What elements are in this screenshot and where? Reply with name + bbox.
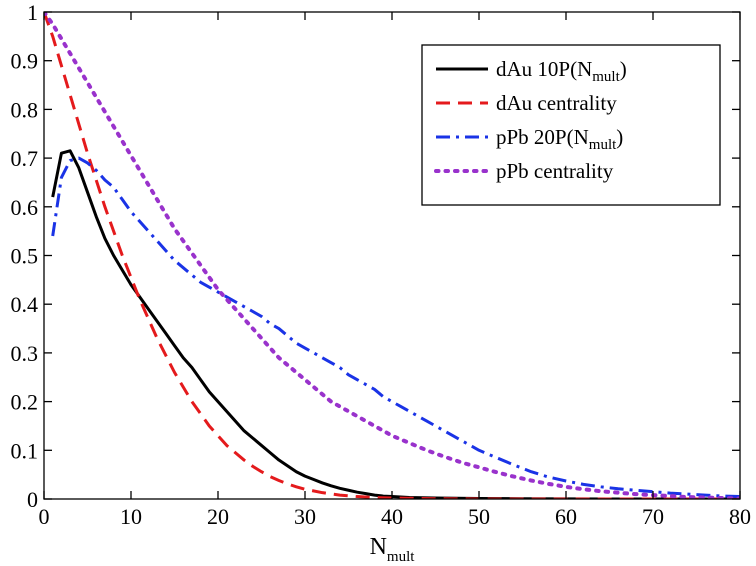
x-axis-label: Nmult <box>370 534 416 565</box>
series-layer <box>44 12 740 499</box>
y-tick-label: 0.1 <box>11 438 39 463</box>
y-tick-label: 0 <box>27 487 38 512</box>
legend-label-2: dAu centrality <box>496 91 617 115</box>
x-tick-label: 10 <box>120 504 142 529</box>
x-tick-label: 50 <box>468 504 490 529</box>
y-tick-label: 0.8 <box>11 97 39 122</box>
series-line-3 <box>51 156 740 499</box>
x-tick-label: 0 <box>39 504 50 529</box>
x-tick-label: 60 <box>555 504 577 529</box>
x-tick-label: 70 <box>642 504 664 529</box>
y-tick-label: 0.7 <box>11 146 39 171</box>
y-tick-label: 1 <box>27 0 38 25</box>
tick-layer: 0 10 20 30 40 50 60 70 80 0 0.1 0.2 0.3 0.4 0.5 0.6 0.7 0… <box>11 0 752 529</box>
legend-label-4: pPb centrality <box>496 159 614 183</box>
legend-box <box>421 44 721 206</box>
legend: dAu 10P(Nmult) dAu centrality pPb 20P(Nmul… <box>421 44 721 206</box>
y-tick-label: 0.3 <box>11 341 39 366</box>
series-line-2 <box>44 12 740 499</box>
y-tick-label: 0.2 <box>11 390 39 415</box>
y-tick-label: 0.9 <box>11 49 39 74</box>
legend-label-1: dAu 10P(Nmult) <box>496 57 627 85</box>
y-tick-label: 0.4 <box>11 292 39 317</box>
series-line-4 <box>44 12 740 499</box>
x-tick-label: 80 <box>729 504 751 529</box>
y-tick-label: 0.5 <box>11 244 39 269</box>
x-tick-label: 20 <box>207 504 229 529</box>
y-tick-label: 0.6 <box>11 195 39 220</box>
x-tick-label: 30 <box>294 504 316 529</box>
x-tick-label: 40 <box>381 504 403 529</box>
legend-label-3: pPb 20P(Nmult) <box>496 125 623 153</box>
